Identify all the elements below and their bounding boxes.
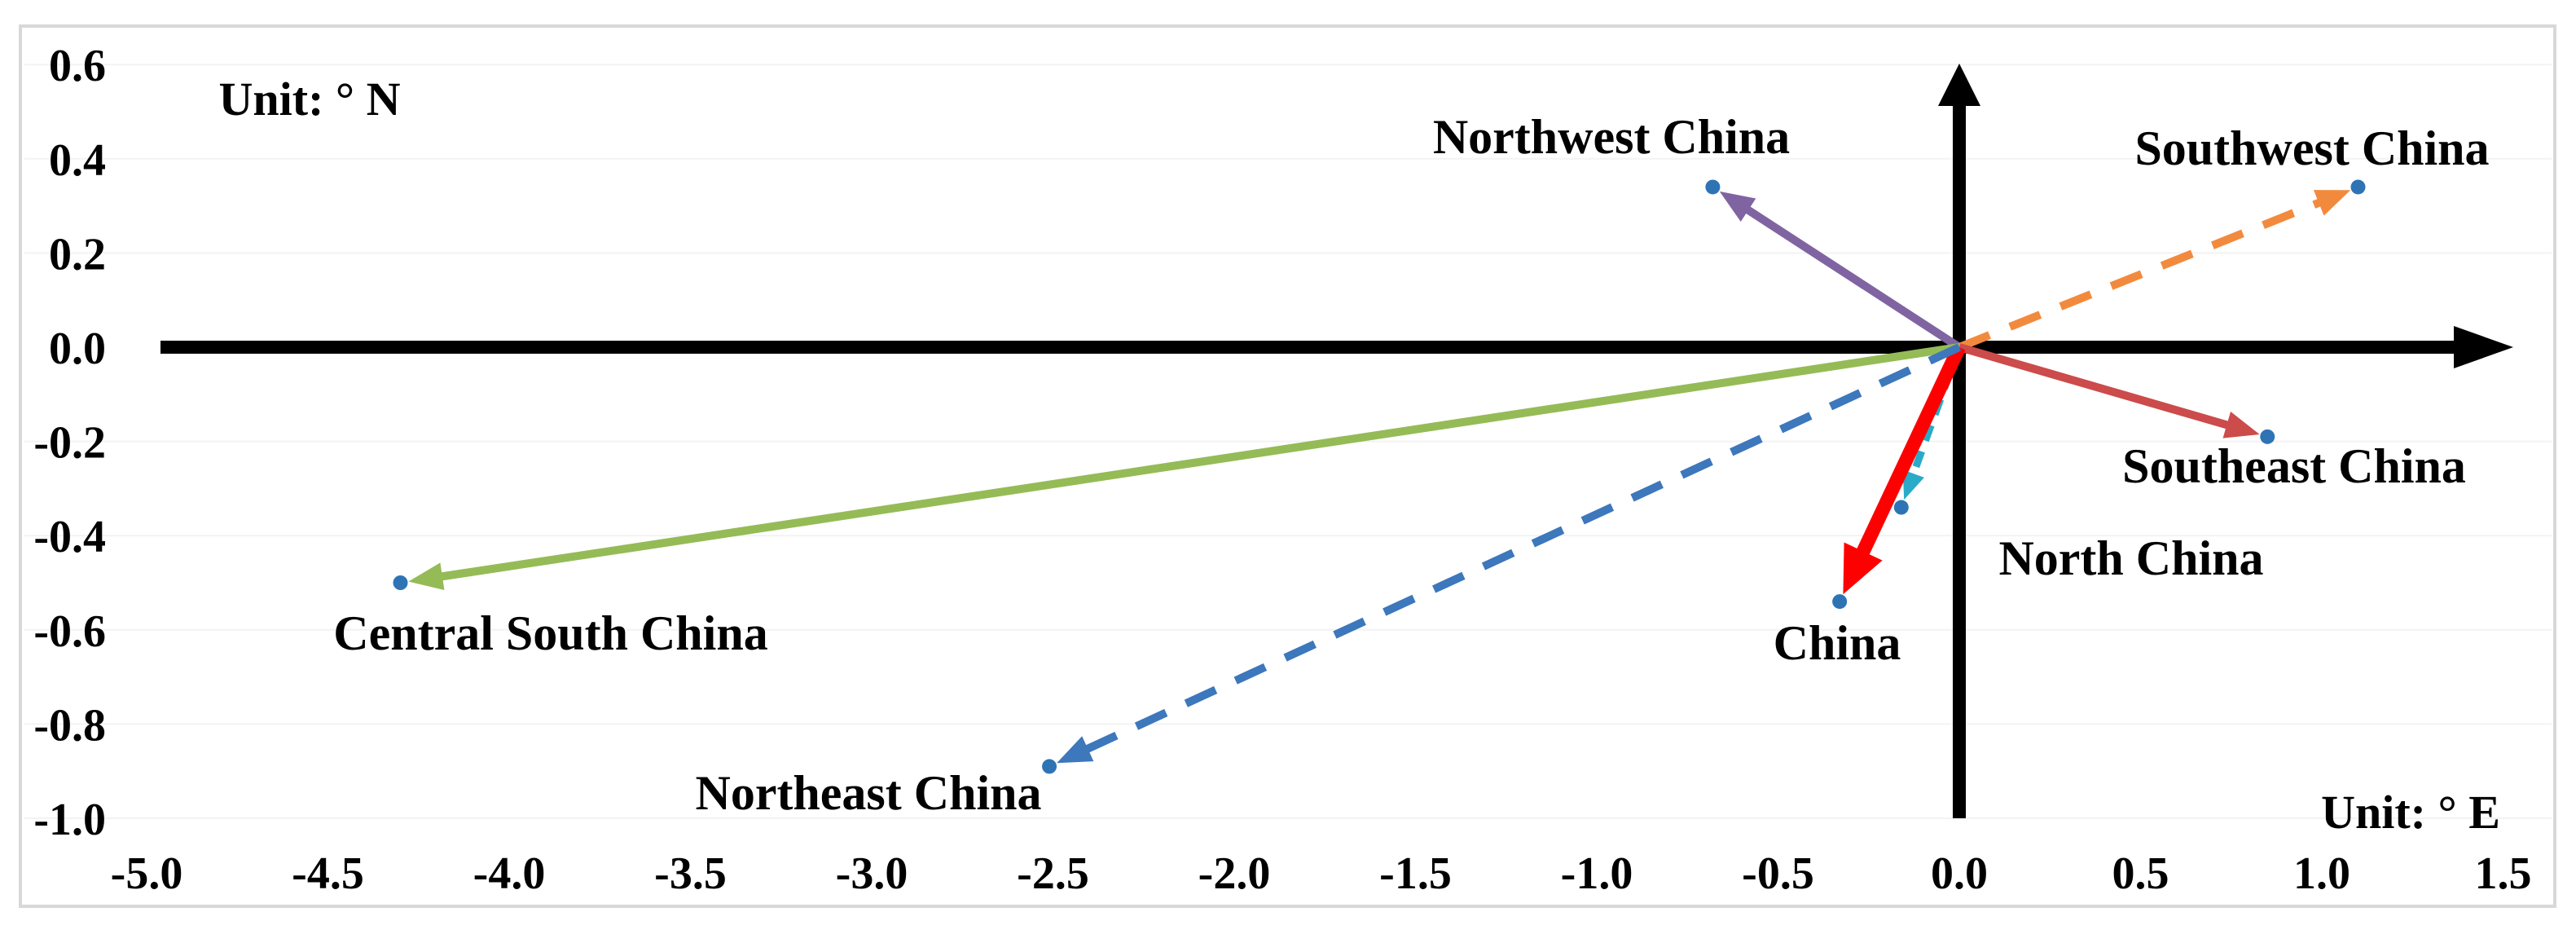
vectors-layer: Northwest China Southwest China Southeast …	[333, 110, 2489, 820]
y-tick-label: -0.8	[33, 700, 106, 751]
figure-border	[19, 24, 2556, 908]
vector-arrowhead-icon	[1057, 736, 1094, 764]
data-point-marker	[1893, 500, 1909, 515]
vector-line	[1081, 343, 1962, 755]
x-tick-label: -4.5	[292, 848, 364, 899]
y-tick-label: -0.6	[33, 606, 106, 657]
y-tick-label: 0.6	[49, 41, 106, 91]
x-tick-label: 1.0	[2293, 848, 2350, 899]
vector-line	[1742, 204, 1962, 351]
region-label: Southwest China	[2134, 121, 2489, 175]
data-point-marker	[2260, 429, 2275, 444]
x-tick-label: -5.0	[111, 848, 183, 899]
x-tick-label: -3.0	[836, 848, 908, 899]
vector-arrowhead-icon	[1843, 542, 1883, 595]
vector-line	[1958, 196, 2325, 351]
data-point-marker	[1042, 759, 1057, 774]
data-point-marker	[1832, 594, 1848, 610]
vector-arrowhead-icon	[408, 562, 445, 591]
x-axis-arrowhead-icon	[2454, 326, 2513, 368]
region-label: China	[1774, 616, 1901, 670]
gridlines-layer	[24, 64, 2552, 819]
y-axis-unit-label: Unit: ° N	[219, 73, 401, 126]
x-tick-label: -2.5	[1017, 848, 1089, 899]
x-tick-label: -3.5	[654, 848, 727, 899]
data-point-marker	[2350, 179, 2366, 195]
region-label: Central South China	[333, 606, 767, 660]
vector-southwest-china: Southwest China	[1958, 121, 2490, 351]
region-label: Northwest China	[1433, 110, 1790, 164]
vector-china: China	[1774, 344, 1966, 670]
x-tick-label: -0.5	[1742, 848, 1814, 899]
tick-labels-layer: -5.0 -4.5 -4.0 -3.5 -3.0 -2.5 -2.0 -1.5 -1.0 -0.5…	[33, 41, 2531, 899]
y-tick-label: 0.4	[49, 135, 106, 186]
data-point-marker	[393, 575, 408, 590]
vector-north-china: North China	[1893, 346, 2264, 585]
x-tick-label: -1.0	[1561, 848, 1633, 899]
x-tick-label: -1.5	[1379, 848, 1452, 899]
region-label: Southeast China	[2122, 439, 2466, 493]
vector-arrowhead-icon	[1902, 469, 1924, 500]
vector-southeast-china: Southeast China	[1958, 343, 2466, 493]
vector-arrowhead-icon	[2222, 411, 2260, 438]
y-tick-label: -1.0	[33, 795, 106, 845]
vector-line	[1958, 343, 2233, 430]
y-tick-label: 0.2	[49, 229, 106, 280]
vector-arrowhead-icon	[1719, 191, 1756, 222]
x-tick-label: -2.0	[1198, 848, 1271, 899]
y-tick-label: 0.0	[49, 324, 106, 374]
vector-arrowhead-icon	[2313, 190, 2351, 216]
vector-northwest-china: Northwest China	[1433, 110, 1962, 351]
axes-layer	[160, 64, 2513, 818]
y-axis-arrowhead-icon	[1938, 64, 1980, 106]
data-point-marker	[1705, 179, 1721, 195]
vector-line	[437, 343, 1960, 582]
x-tick-label: 1.5	[2475, 848, 2532, 899]
x-axis-unit-label: Unit: ° E	[2321, 786, 2500, 839]
y-tick-label: -0.4	[33, 512, 106, 562]
vector-northeast-china: Northeast China	[695, 343, 1962, 820]
region-label: North China	[1998, 531, 2263, 585]
x-tick-label: 0.5	[2112, 848, 2169, 899]
y-tick-label: -0.2	[33, 418, 106, 469]
vector-central-south-china: Central South China	[333, 343, 1960, 660]
vector-line	[1854, 344, 1966, 559]
x-tick-label: -4.0	[473, 848, 546, 899]
x-tick-label: 0.0	[1931, 848, 1988, 899]
region-label: Northeast China	[695, 766, 1041, 820]
